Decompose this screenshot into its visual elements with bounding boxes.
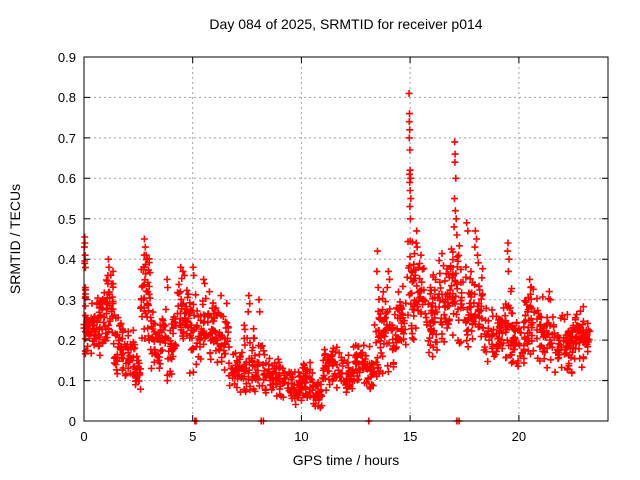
x-tick-label: 5	[189, 429, 197, 444]
scatter-points	[80, 89, 594, 425]
y-tick-label: 0	[68, 414, 76, 429]
axis-ticks	[83, 56, 608, 422]
chart-title: Day 084 of 2025, SRMTID for receiver p01…	[209, 16, 483, 32]
y-tick-label: 0.5	[57, 211, 76, 227]
y-tick-label: 0.6	[57, 171, 76, 187]
x-tick-label: 0	[80, 429, 88, 444]
y-tick-label: 0.8	[57, 90, 76, 106]
y-tick-label: 0.7	[57, 130, 76, 146]
x-axis-label: GPS time / hours	[292, 452, 400, 468]
y-tick-label: 0.4	[57, 252, 76, 268]
y-tick-label: 0.9	[57, 50, 76, 65]
x-tick-label: 15	[402, 429, 418, 444]
y-tick-label: 0.1	[57, 373, 76, 389]
y-tick-label: 0.3	[57, 292, 76, 308]
plot-border	[83, 56, 609, 422]
x-tick-label: 10	[294, 429, 309, 444]
y-tick-label: 0.2	[57, 333, 76, 349]
x-tick-label: 20	[511, 429, 527, 444]
